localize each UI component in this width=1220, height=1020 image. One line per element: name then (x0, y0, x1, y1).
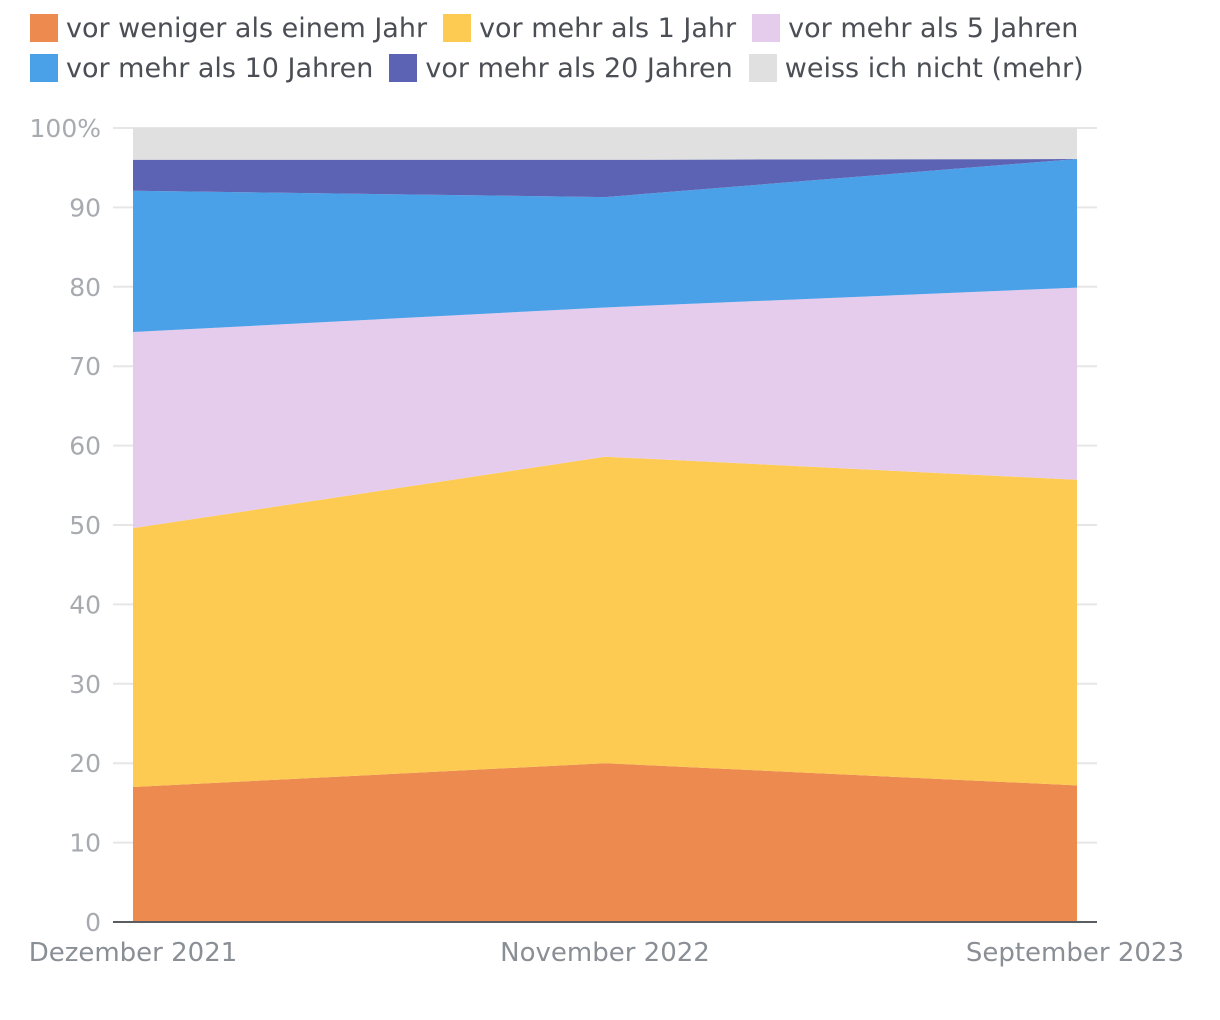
area-series-3 (133, 158, 1077, 333)
legend-label-0: vor weniger als einem Jahr (66, 12, 428, 44)
x-tick-label-1: November 2022 (500, 938, 710, 968)
y-tick-label-70: 70 (69, 352, 101, 381)
x-tick-label-0: Dezember 2021 (29, 938, 238, 968)
area-series-2 (133, 287, 1077, 529)
y-tick-label-20: 20 (69, 749, 101, 778)
legend-label-2: vor mehr als 5 Jahren (788, 12, 1079, 44)
x-tick-label-2: September 2023 (966, 938, 1184, 968)
area-series (133, 128, 1077, 922)
legend-swatch-4 (389, 54, 418, 82)
area-series-0 (133, 763, 1077, 922)
y-tick-label-60: 60 (69, 432, 101, 461)
legend-item-3: vor mehr als 10 Jahren (30, 53, 373, 84)
legend-row-2: vor mehr als 10 Jahren vor mehr als 20 J… (30, 48, 1210, 88)
y-tick-label-90: 90 (69, 193, 101, 222)
area-series-1 (133, 456, 1077, 788)
x-axis-labels: Dezember 2021 November 2022 September 2023 (29, 938, 1184, 968)
legend-row-1: vor weniger als einem Jahr vor mehr als … (30, 8, 1210, 48)
area-series-5 (133, 128, 1077, 160)
legend-swatch-1 (443, 14, 472, 42)
legend-swatch-0 (30, 14, 58, 42)
legend-swatch-2 (752, 14, 781, 42)
y-axis-ticks: 0 10 20 30 40 50 60 70 80 90 100% (30, 114, 101, 937)
y-tick-label-40: 40 (69, 590, 101, 619)
legend-item-2: vor mehr als 5 Jahren (752, 13, 1078, 44)
legend-item-4: vor mehr als 20 Jahren (389, 52, 733, 84)
legend-item-5: weiss ich nicht (mehr) (748, 52, 1084, 84)
y-tick-label-100: 100% (30, 114, 101, 143)
legend-label-4: vor mehr als 20 Jahren (425, 52, 733, 84)
legend-item-0: vor weniger als einem Jahr (30, 13, 427, 44)
y-tick-label-30: 30 (69, 670, 101, 699)
legend-swatch-3 (30, 54, 58, 82)
area-series-4 (133, 158, 1077, 198)
y-tick-label-80: 80 (69, 273, 101, 302)
legend-label-3: vor mehr als 10 Jahren (66, 52, 374, 84)
y-tick-label-50: 50 (69, 511, 101, 540)
legend-swatch-5 (748, 54, 777, 82)
y-tick-label-10: 10 (69, 829, 101, 858)
legend-label-5: weiss ich nicht (mehr) (784, 52, 1084, 84)
legend-item-1: vor mehr als 1 Jahr (443, 13, 736, 44)
chart-legend: vor weniger als einem Jahr vor mehr als … (30, 8, 1210, 88)
legend-label-1: vor mehr als 1 Jahr (479, 12, 737, 44)
y-tick-label-0: 0 (85, 908, 101, 937)
